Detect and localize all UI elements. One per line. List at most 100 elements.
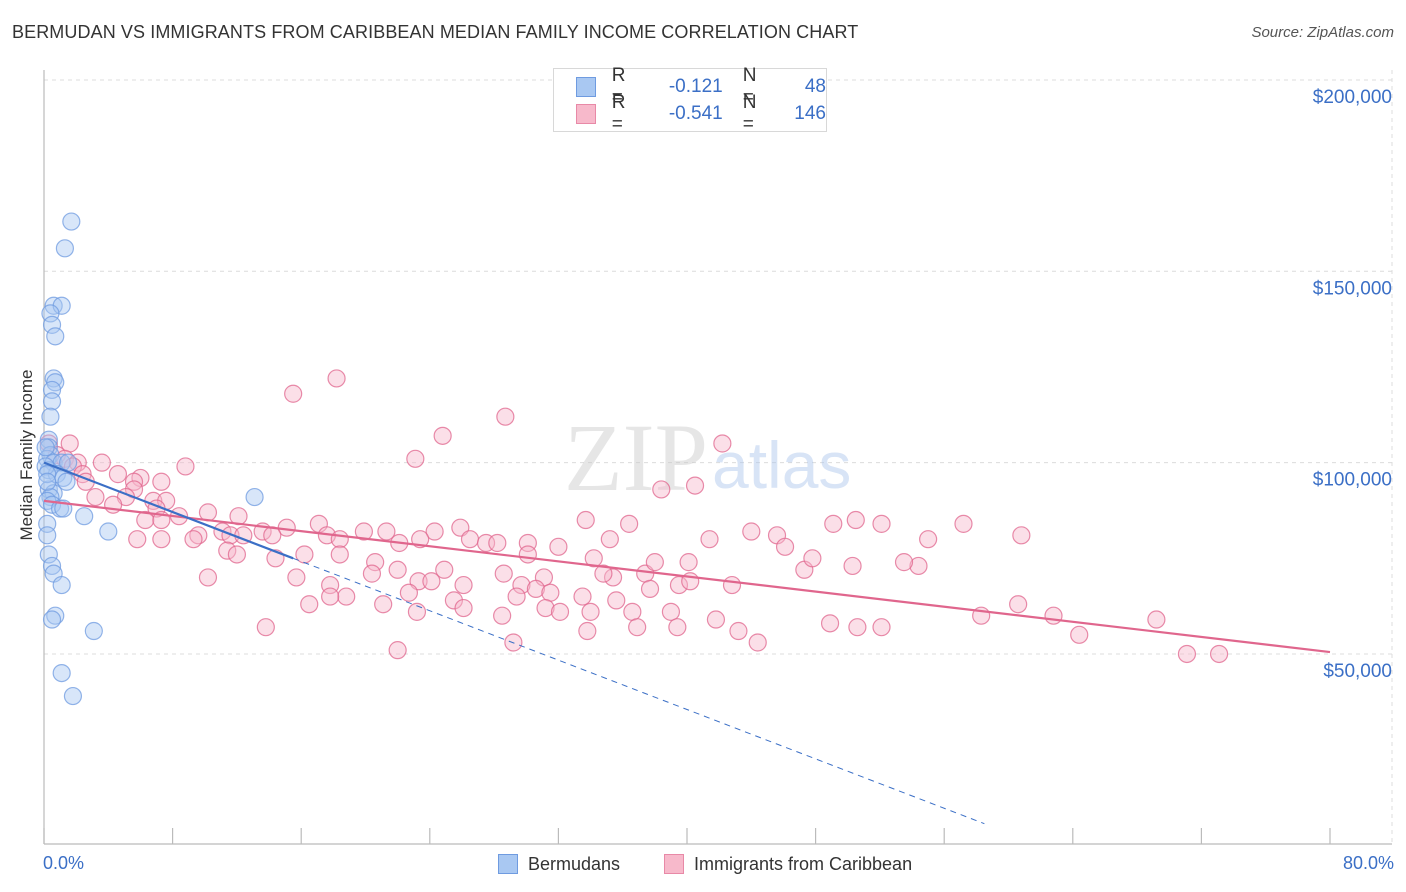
chart-title: BERMUDAN VS IMMIGRANTS FROM CARIBBEAN ME…: [12, 22, 859, 42]
legend-r-label: R =: [611, 65, 626, 108]
data-point: [435, 560, 454, 579]
data-point: [578, 621, 597, 641]
data-point: [1177, 644, 1197, 664]
data-point: [706, 610, 726, 629]
data-point: [366, 553, 385, 572]
data-point: [722, 575, 742, 595]
data-point: [218, 541, 237, 560]
data-point: [55, 239, 74, 258]
data-point: [433, 426, 452, 445]
data-point: [388, 641, 407, 660]
y-tick-label: $150,000: [1313, 278, 1392, 299]
data-point: [679, 553, 698, 572]
legend-r-label: R =: [611, 92, 626, 135]
data-point: [108, 465, 128, 484]
data-point: [700, 530, 719, 549]
data-point: [300, 595, 319, 614]
series-legend-bermudans[interactable]: Bermudans: [498, 852, 620, 876]
data-point: [620, 514, 639, 533]
data-point: [136, 510, 155, 530]
data-point: [460, 530, 480, 549]
data-point: [1012, 526, 1031, 545]
data-point: [256, 618, 275, 637]
data-point: [46, 327, 65, 346]
series-bermudans: [36, 212, 264, 706]
data-point: [550, 602, 570, 621]
data-point: [1209, 644, 1229, 664]
data-point: [775, 537, 795, 556]
data-point: [1070, 625, 1089, 644]
data-point: [549, 537, 568, 556]
data-point: [919, 530, 938, 549]
data-point: [330, 545, 349, 564]
data-point: [411, 530, 430, 549]
series-swatch-bermudans: [498, 854, 518, 874]
data-point: [518, 545, 537, 564]
legend-n-value: 146: [794, 103, 826, 124]
trend-line-bermudans-extension: [292, 557, 985, 825]
data-point: [41, 304, 60, 323]
data-point: [652, 480, 671, 499]
data-point: [327, 369, 346, 388]
data-point: [668, 618, 687, 637]
data-point: [444, 591, 464, 610]
data-point: [454, 575, 473, 595]
data-point: [872, 618, 891, 637]
x-tick-label-max: 80.0%: [1342, 853, 1394, 873]
y-tick-labels: $50,000 $100,000 $150,000 $200,000: [1313, 87, 1392, 682]
data-point: [645, 553, 664, 572]
data-point: [954, 514, 973, 533]
data-point: [62, 212, 81, 231]
data-point: [42, 556, 62, 576]
data-point: [422, 572, 441, 591]
data-point: [494, 564, 513, 583]
series-legend-caribbean[interactable]: Immigrants from Caribbean: [664, 852, 912, 876]
data-point: [820, 614, 840, 633]
data-point: [526, 579, 545, 599]
data-point: [75, 507, 94, 526]
data-point: [425, 522, 444, 541]
y-tick-label: $50,000: [1323, 661, 1392, 682]
data-point: [42, 610, 62, 629]
data-point: [748, 633, 767, 652]
data-point: [628, 618, 647, 637]
data-point: [594, 564, 613, 583]
data-point: [640, 579, 660, 599]
data-point: [374, 595, 393, 614]
data-point: [909, 556, 928, 576]
watermark-atlas: atlas: [712, 428, 851, 502]
data-point: [536, 598, 555, 618]
data-point: [623, 602, 642, 621]
source-credit: Source: ZipAtlas.com: [1251, 24, 1394, 41]
correlation-legend: R = -0.121 N = 48 R = -0.541 N = 146: [553, 65, 827, 135]
data-point: [176, 457, 195, 476]
data-point: [330, 530, 349, 549]
data-point: [42, 392, 62, 411]
trend-line-bermudans: [43, 461, 294, 560]
grid-lines: [44, 70, 1393, 844]
data-point: [493, 606, 512, 625]
data-point: [576, 510, 595, 530]
trend-lines: [43, 461, 1331, 825]
data-point: [512, 575, 531, 595]
data-point: [685, 476, 705, 495]
legend-n-value: 48: [804, 76, 826, 97]
axes: [43, 70, 1392, 845]
data-point: [824, 514, 843, 533]
data-point: [337, 587, 356, 606]
data-point: [399, 583, 419, 602]
data-point: [39, 545, 58, 564]
data-point: [38, 526, 57, 545]
data-point: [198, 503, 218, 522]
data-point: [38, 465, 57, 484]
data-point: [377, 522, 396, 541]
data-point: [287, 568, 306, 587]
data-point: [541, 583, 560, 602]
data-point: [496, 407, 515, 426]
data-point: [152, 472, 171, 491]
series-swatch-caribbean: [664, 854, 684, 874]
data-point: [362, 564, 382, 583]
data-point: [603, 568, 623, 587]
data-point: [124, 472, 144, 491]
